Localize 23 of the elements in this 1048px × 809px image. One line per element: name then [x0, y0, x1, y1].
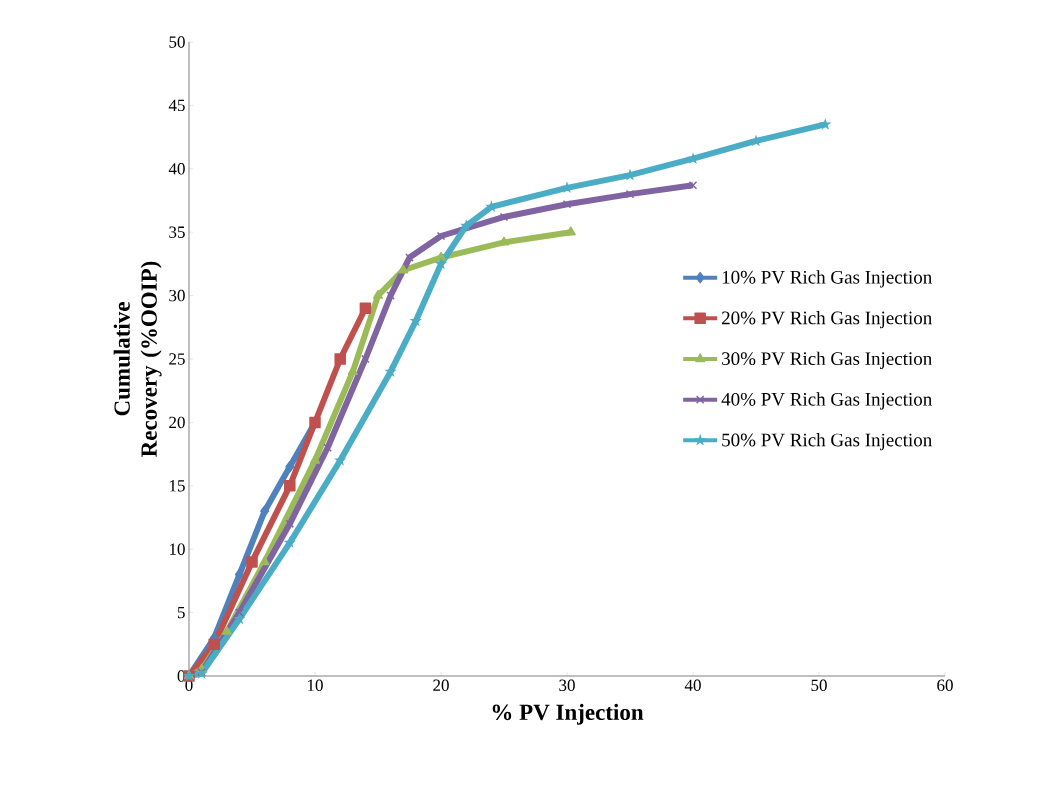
legend-label: 40% PV Rich Gas Injection — [721, 392, 932, 410]
x-tick-label: 30 — [559, 679, 575, 692]
y-tick-label: 45 — [168, 99, 185, 112]
y-tick-label: 25 — [169, 353, 185, 365]
y-tick-label: 15 — [169, 480, 185, 492]
x-tick-label: 60 — [937, 679, 953, 692]
x-tick-label: 40 — [684, 679, 701, 692]
y-tick-label: 10 — [169, 543, 185, 555]
legend-label: 50% PV Rich Gas Injection — [722, 433, 932, 451]
x-tick-label: 20 — [433, 679, 449, 692]
legend-label: 10% PV Rich Gas Injection — [722, 270, 932, 288]
y-tick-label: 40 — [168, 163, 185, 175]
y-tick-label: 50 — [169, 36, 185, 48]
x-tick-label: 50 — [811, 679, 827, 692]
y-tick-label: 5 — [177, 606, 185, 619]
y-tick-label: 30 — [169, 289, 185, 302]
y-tick-label: 20 — [169, 416, 185, 429]
y-tick-label: 35 — [169, 226, 185, 238]
legend-label: 30% PV Rich Gas Injection — [722, 351, 932, 369]
x-axis-title: % PV Injection — [492, 703, 644, 725]
y-axis-title: Cumulative Recovery (%OOIP) — [113, 261, 162, 457]
x-tick-label: 10 — [307, 679, 323, 692]
legend-label: 20% PV Rich Gas Injection — [722, 310, 932, 329]
